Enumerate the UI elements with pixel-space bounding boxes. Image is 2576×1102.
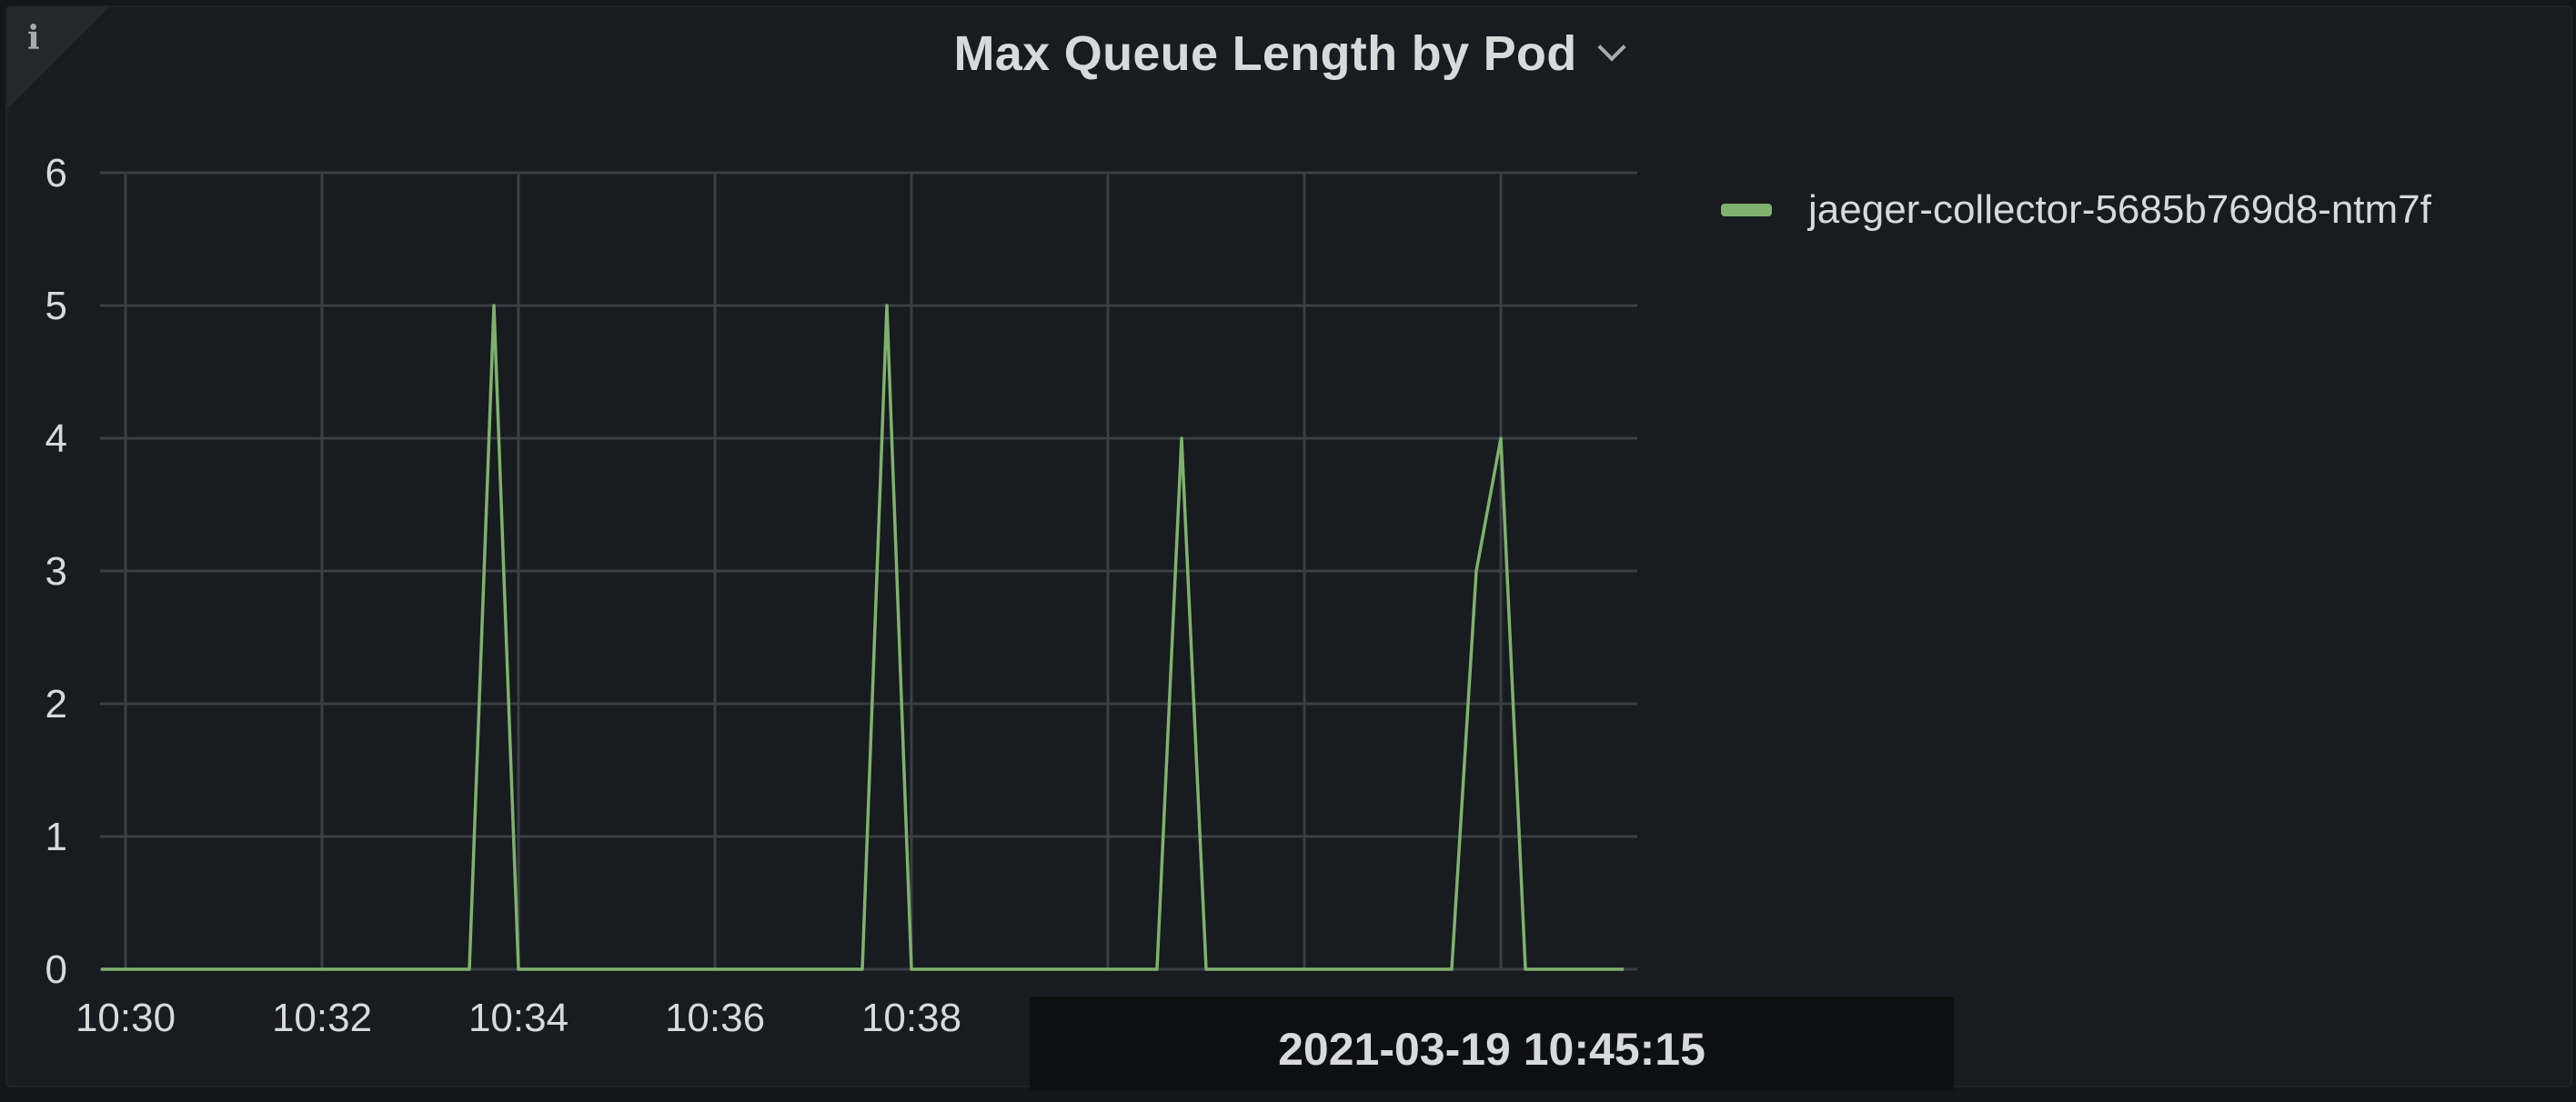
y-tick-label: 4 [45, 416, 67, 461]
y-tick-label: 1 [45, 815, 67, 859]
x-axis-labels: 10:30 10:32 10:34 10:36 10:38 [75, 996, 961, 1040]
x-gridlines [124, 173, 1503, 969]
x-tick-label: 10:38 [861, 996, 961, 1040]
y-tick-label: 5 [45, 284, 67, 328]
graph-panel [5, 5, 2572, 1087]
x-tick-label: 10:30 [75, 996, 176, 1040]
series-group [101, 304, 1624, 971]
series-line [101, 304, 1624, 971]
y-tick-label: 6 [45, 151, 67, 195]
y-tick-label: 0 [45, 947, 67, 992]
panel-info-corner[interactable] [7, 7, 109, 109]
y-tick-label: 2 [45, 682, 67, 726]
legend-swatch [1721, 204, 1772, 216]
info-icon[interactable]: i [27, 19, 40, 57]
x-tick-label: 10:34 [468, 996, 569, 1040]
panel-header[interactable]: Max Queue Length by Pod [0, 25, 2576, 82]
legend-label[interactable]: jaeger-collector-5685b769d8-ntm7f [1808, 187, 2431, 232]
x-tick-label: 10:36 [665, 996, 765, 1040]
panel-title[interactable]: Max Queue Length by Pod [953, 26, 1577, 81]
y-axis-labels: 0 1 2 3 4 5 6 [45, 151, 67, 992]
time-tooltip: 2021-03-19 10:45:15 [1030, 997, 1954, 1091]
x-tick-label: 10:32 [272, 996, 372, 1040]
legend-item[interactable]: jaeger-collector-5685b769d8-ntm7f [1721, 187, 2431, 233]
y-gridlines [100, 171, 1637, 971]
y-tick-label: 3 [45, 549, 67, 594]
